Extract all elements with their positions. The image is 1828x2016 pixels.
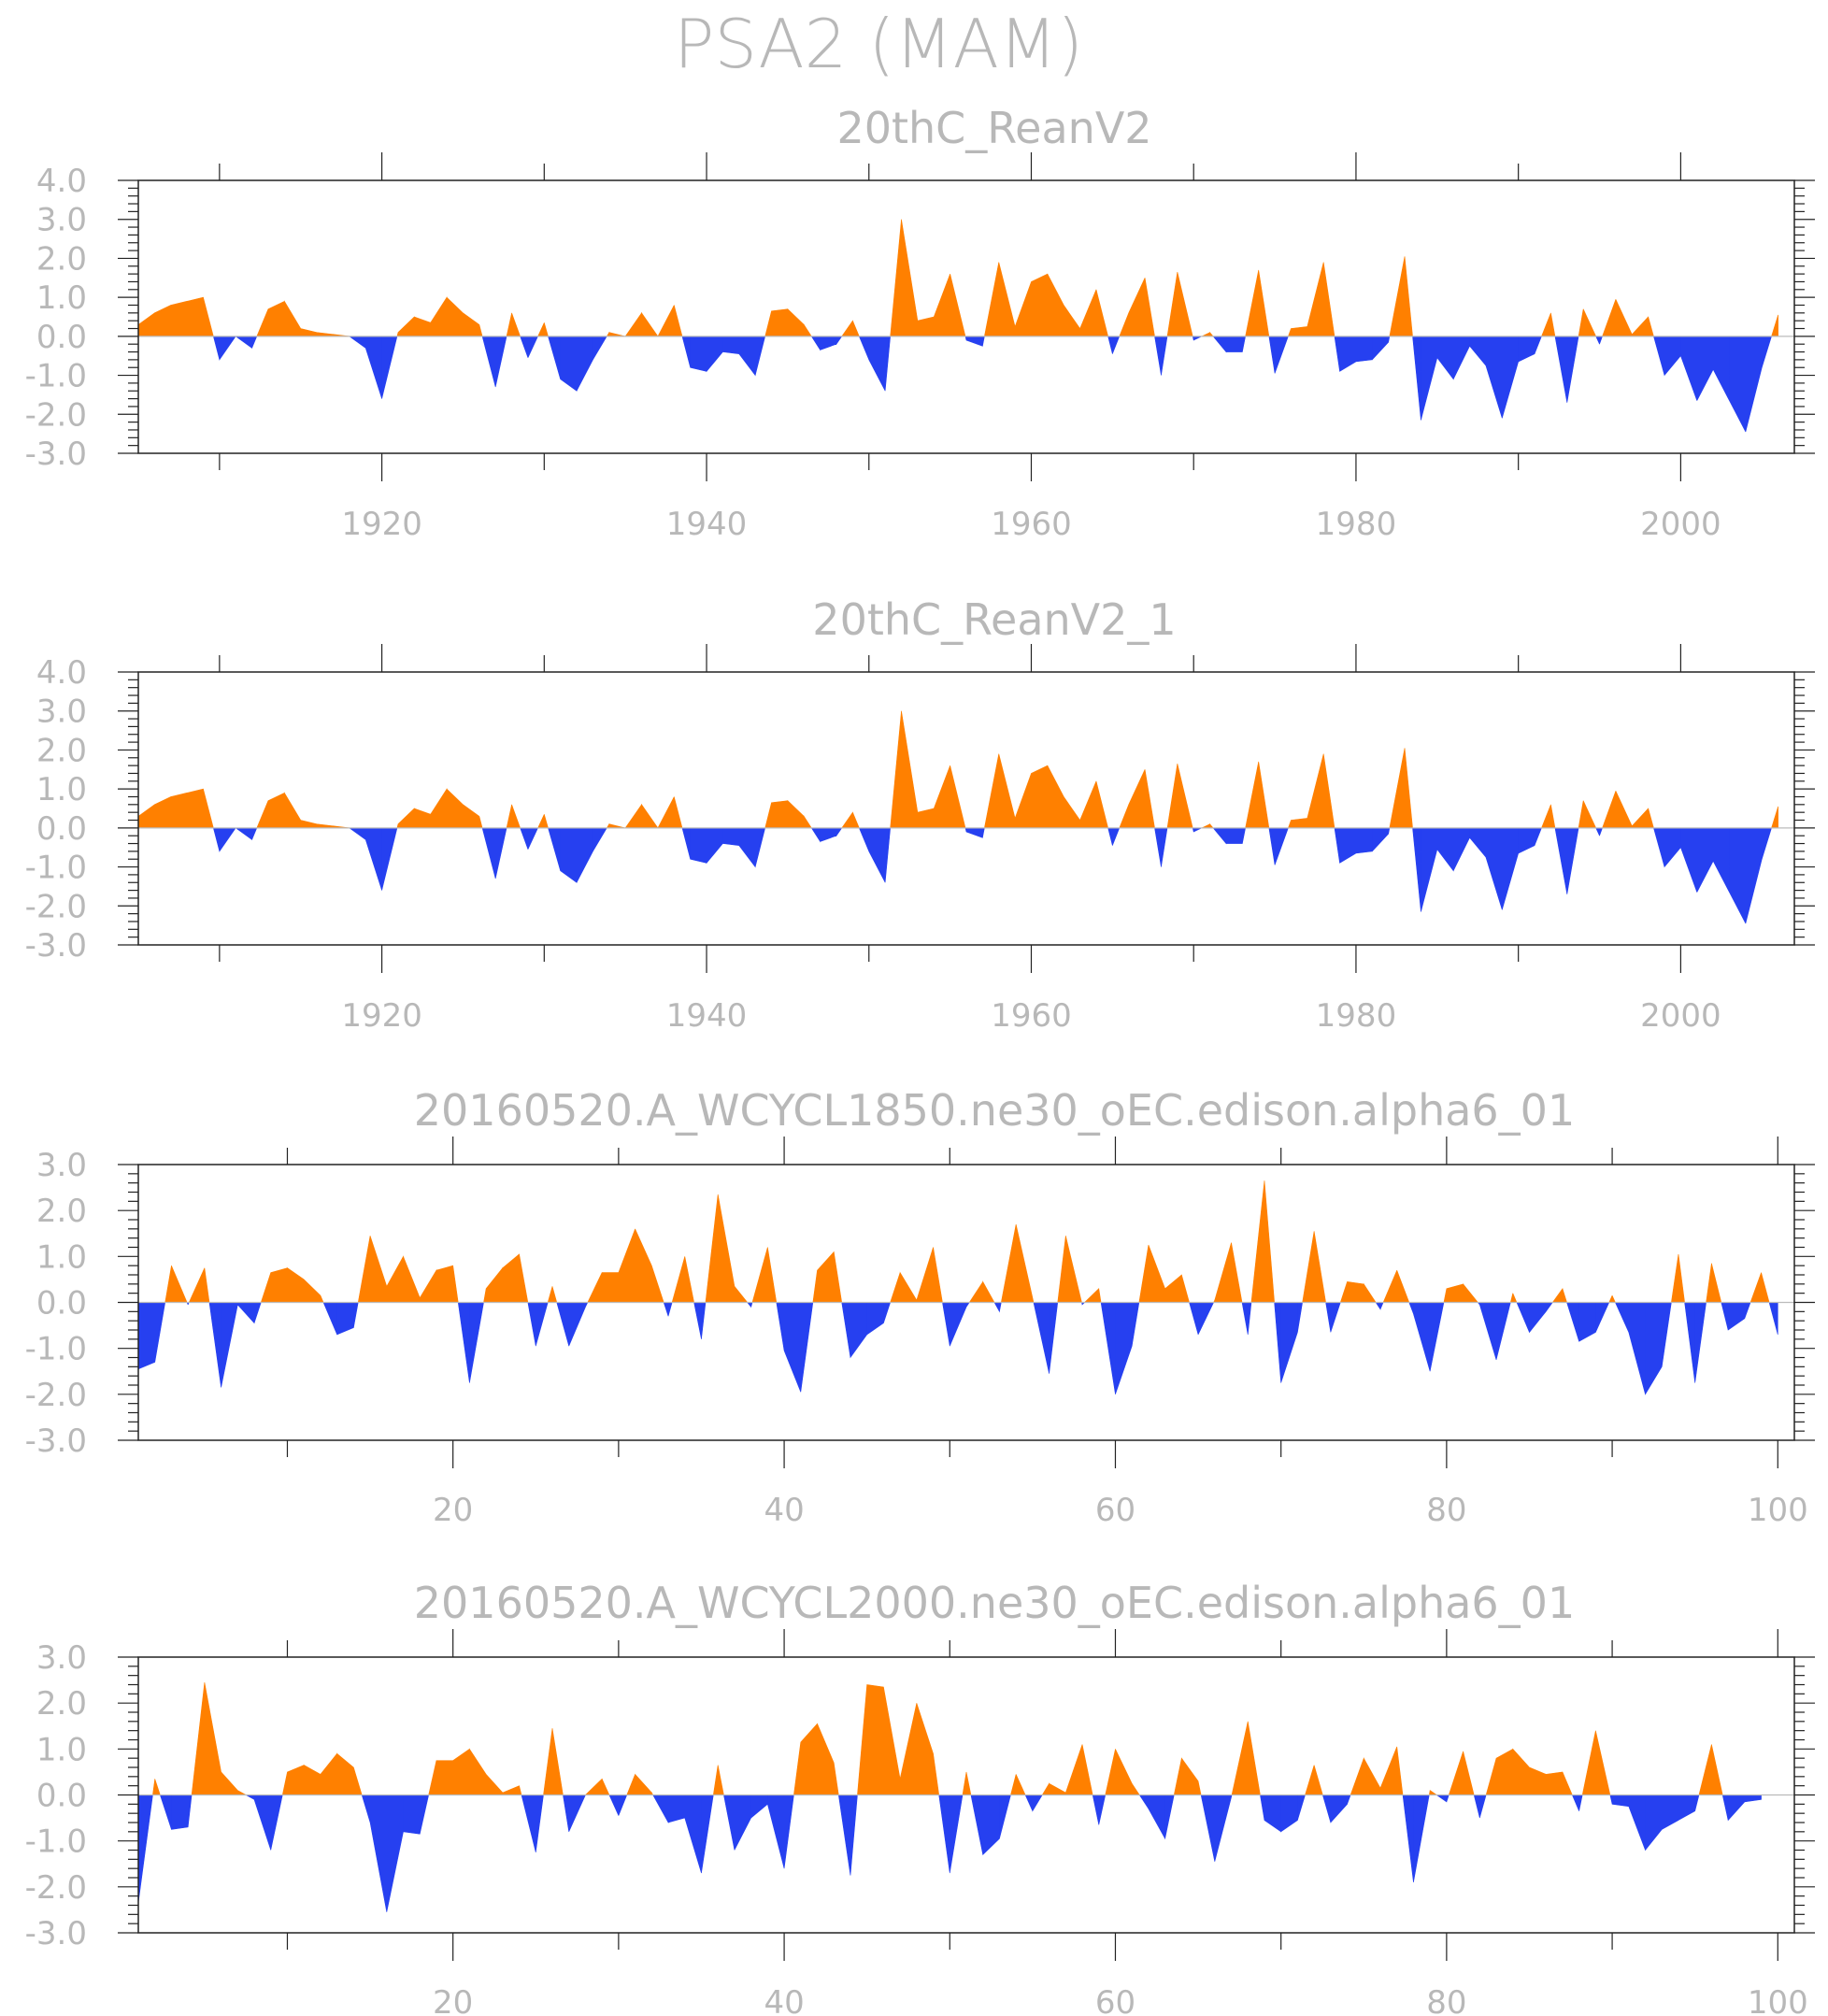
y-tick-label: 3.0: [36, 1639, 87, 1677]
x-tick-label: 40: [764, 1492, 804, 1529]
x-tick-label: 60: [1095, 1492, 1135, 1529]
x-tick-label: 60: [1095, 1984, 1135, 2016]
negative-anomaly-area: [212, 336, 1772, 433]
x-tick-label: 20: [433, 1492, 473, 1529]
y-tick-label: 2.0: [36, 732, 87, 769]
x-tick-label: 40: [764, 1984, 804, 2016]
y-tick-label: 4.0: [36, 163, 87, 200]
panel-title: 20160520.A_WCYCL2000.ne30_oEC.edison.alp…: [414, 1578, 1575, 1628]
positive-anomaly-area: [137, 710, 1778, 829]
y-tick-label: 3.0: [36, 693, 87, 731]
panel-4: 20160520.A_WCYCL2000.ne30_oEC.edison.alp…: [25, 1578, 1815, 2016]
x-tick-label: 80: [1426, 1492, 1466, 1529]
y-tick-label: 0.0: [36, 1285, 87, 1323]
x-tick-label: 1940: [666, 506, 748, 543]
y-tick-label: 0.0: [36, 810, 87, 848]
panel-title: 20160520.A_WCYCL1850.ne30_oEC.edison.alp…: [414, 1085, 1575, 1136]
x-tick-label: 100: [1748, 1984, 1808, 2016]
y-tick-label: -2.0: [25, 396, 87, 434]
panel-title: 20thC_ReanV2_1: [812, 594, 1176, 645]
x-tick-label: 1960: [991, 506, 1072, 543]
negative-anomaly-area: [137, 1302, 1778, 1395]
plot-frame: [137, 671, 1795, 946]
y-tick-label: 2.0: [36, 1193, 87, 1230]
x-tick-label: 1920: [341, 506, 422, 543]
y-tick-label: -3.0: [25, 1423, 87, 1460]
y-tick-label: 0.0: [36, 319, 87, 356]
panel-3: 20160520.A_WCYCL1850.ne30_oEC.edison.alp…: [25, 1085, 1815, 1529]
panel-1: 20thC_ReanV2 -3.0-2.0-1.00.01.02.03.04.0 1…: [25, 103, 1815, 543]
y-tick-label: -2.0: [25, 1869, 87, 1907]
y-tick-label: -2.0: [25, 888, 87, 925]
x-tick-label: 1980: [1316, 997, 1397, 1035]
y-tick-label: -3.0: [25, 1915, 87, 1952]
y-tick-label: 2.0: [36, 240, 87, 278]
x-tick-label: 80: [1426, 1984, 1466, 2016]
y-tick-label: 4.0: [36, 654, 87, 692]
panel-2: 20thC_ReanV2_1 -3.0-2.0-1.00.01.02.03.04.…: [25, 594, 1815, 1035]
panel-title: 20thC_ReanV2: [836, 103, 1151, 153]
x-tick-label: 1940: [666, 997, 748, 1035]
x-tick-label: 20: [433, 1984, 473, 2016]
x-tick-label: 1920: [341, 997, 422, 1035]
y-tick-label: -1.0: [25, 358, 87, 395]
y-tick-label: 3.0: [36, 202, 87, 239]
y-tick-label: -3.0: [25, 927, 87, 965]
main-title: PSA2 (MAM): [674, 5, 1083, 83]
positive-anomaly-area: [137, 219, 1778, 337]
y-tick-label: -3.0: [25, 436, 87, 473]
y-tick-label: 1.0: [36, 771, 87, 808]
y-tick-label: 3.0: [36, 1147, 87, 1184]
y-tick-label: 1.0: [36, 279, 87, 317]
negative-anomaly-area: [137, 1794, 1762, 1912]
x-tick-label: 2000: [1640, 997, 1721, 1035]
positive-anomaly-area: [152, 1681, 1723, 1795]
y-tick-label: -1.0: [25, 1331, 87, 1368]
y-tick-label: 1.0: [36, 1731, 87, 1768]
negative-anomaly-area: [212, 827, 1772, 924]
x-tick-label: 1960: [991, 997, 1072, 1035]
y-tick-label: -1.0: [25, 1823, 87, 1861]
y-tick-label: -2.0: [25, 1377, 87, 1414]
positive-anomaly-area: [164, 1180, 1770, 1303]
y-tick-label: 0.0: [36, 1778, 87, 1815]
x-tick-label: 1980: [1316, 506, 1397, 543]
plot-frame: [137, 179, 1795, 454]
y-tick-label: 1.0: [36, 1238, 87, 1276]
y-tick-label: -1.0: [25, 850, 87, 887]
x-tick-label: 100: [1748, 1492, 1808, 1529]
x-tick-label: 2000: [1640, 506, 1721, 543]
y-tick-label: 2.0: [36, 1685, 87, 1723]
